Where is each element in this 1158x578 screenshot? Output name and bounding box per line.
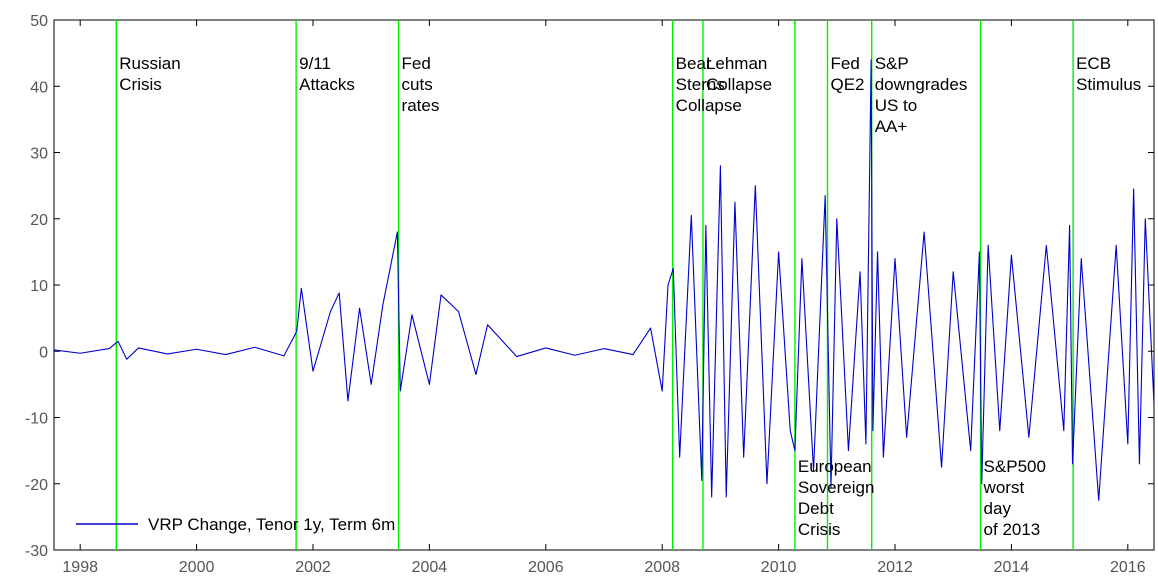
y-tick-label: 40 [30,79,48,96]
event-label-line: Bear [676,54,712,73]
event-label-line: Sovereign [798,478,875,497]
x-tick-label: 2008 [644,559,680,576]
event-label-line: rates [402,96,440,115]
event-label-line: ECB [1076,54,1111,73]
y-tick-label: 0 [39,344,48,361]
series-layer [53,59,1155,501]
event-label-line: Collapse [706,75,772,94]
x-tick-label: 2002 [295,559,331,576]
event-label-line: QE2 [830,75,864,94]
legend-label-vrp-change: VRP Change, Tenor 1y, Term 6m [148,515,395,534]
x-tick-label: 2004 [412,559,448,576]
event-label-line: worst [983,478,1025,497]
y-tick-label: -20 [25,477,48,494]
event-label-line: Attacks [299,75,355,94]
event-label-line: Debt [798,499,834,518]
x-tick-label: 2014 [994,559,1030,576]
event-label-line: S&P500 [984,457,1046,476]
event-label-line: S&P [875,54,909,73]
event-label-line: Fed [402,54,431,73]
y-tick-label: 50 [30,13,48,30]
axes: -30 -20 -10 0 10 20 30 40 50 1998 2000 2002 2004 2006… [25,13,1155,576]
event-label-line: Sterns [676,75,725,94]
event-label-line: day [984,499,1012,518]
y-tick-label: 30 [30,146,48,163]
event-label-line: 9/11 [299,54,331,73]
event-label-line: of 2013 [984,520,1041,539]
y-tick-label: 10 [30,278,48,295]
event-lines [115,20,1074,550]
event-label-line: Fed [830,54,859,73]
event-label-line: US to [875,96,918,115]
x-tick-label: 2010 [761,559,797,576]
y-tick-label: -30 [25,543,48,560]
y-tick-label: -10 [25,411,48,428]
event-label-line: Russian [119,54,180,73]
event-label-line: Crisis [798,520,841,539]
event-label-line: Lehman [706,54,767,73]
event-label-line: AA+ [875,117,908,136]
x-tick-label: 2006 [528,559,564,576]
x-tick-label: 2016 [1110,559,1146,576]
event-label-line: Stimulus [1076,75,1141,94]
event-label-line: European [798,457,872,476]
y-tick-label: 20 [30,212,48,229]
series-line-vrp-change [53,59,1155,501]
event-label-line: cuts [402,75,433,94]
legend: VRP Change, Tenor 1y, Term 6m [76,515,395,534]
event-label-line: Crisis [119,75,162,94]
event-label-line: downgrades [875,75,968,94]
x-tick-label: 1998 [62,559,98,576]
event-label-line: Collapse [676,96,742,115]
event-labels: Russian Crisis 9/11 Attacks Fed cuts rates Bear… [119,54,1141,539]
x-tick-label: 2000 [179,559,215,576]
x-tick-label: 2012 [877,559,913,576]
